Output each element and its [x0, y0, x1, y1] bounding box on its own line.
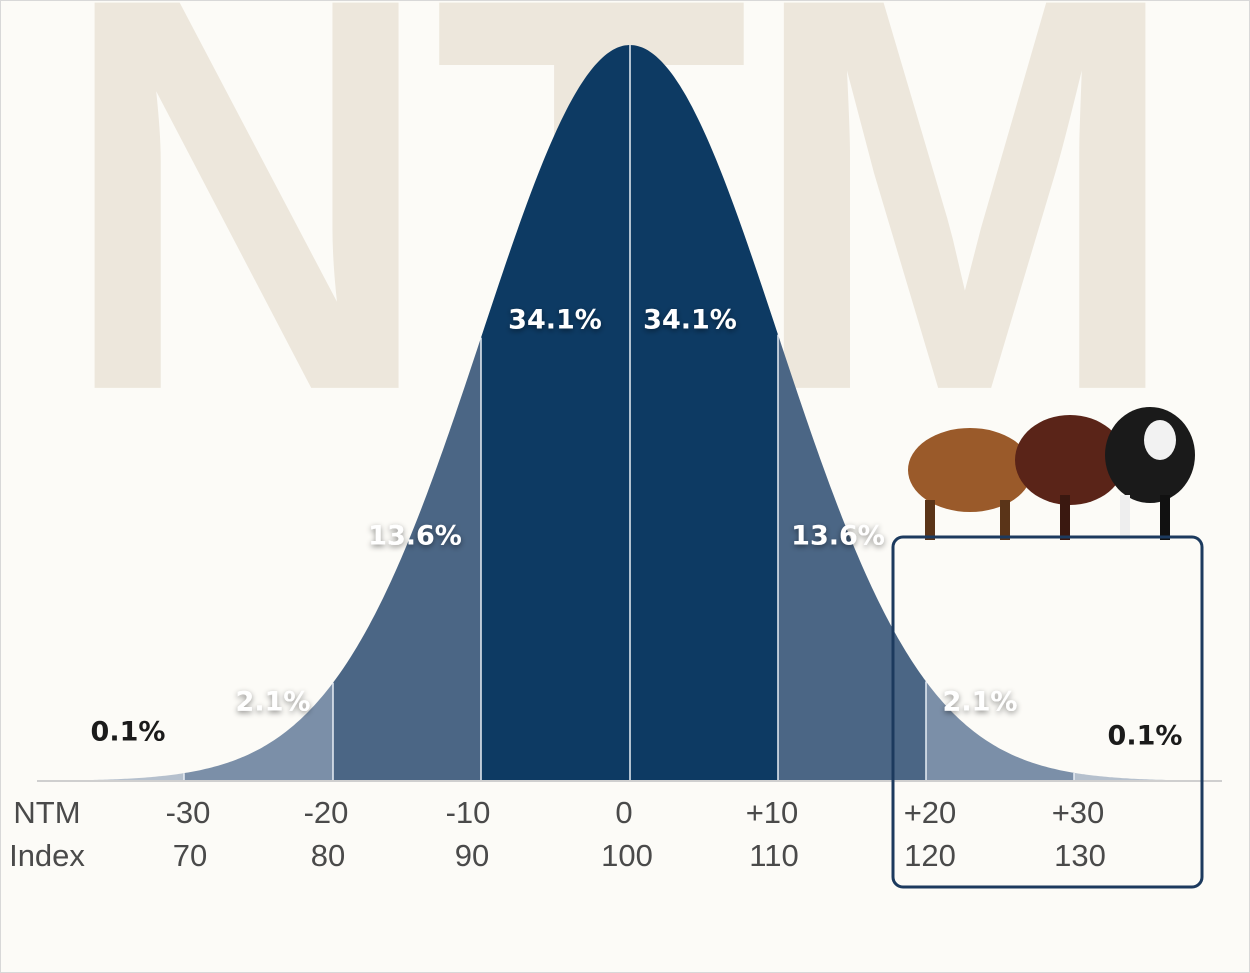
segment	[184, 682, 333, 781]
row-name: Index	[9, 838, 85, 873]
axis-label: 0	[615, 795, 632, 830]
segment-label: 34.1%	[643, 305, 737, 336]
segment-label: 0.1%	[1108, 721, 1183, 752]
axis-label: +20	[904, 795, 957, 830]
axis-label: 130	[1054, 838, 1106, 873]
highlight-box	[891, 535, 1204, 889]
segment	[37, 773, 184, 781]
axis-label: -30	[166, 795, 211, 830]
segment	[778, 334, 926, 781]
segment	[481, 45, 630, 781]
axis-label: 90	[455, 838, 489, 873]
segment-label: 0.1%	[91, 717, 166, 748]
segment	[333, 337, 481, 781]
axis-label: 120	[904, 838, 956, 873]
segment-label: 2.1%	[943, 687, 1018, 718]
axis-label: 110	[749, 838, 798, 873]
bell-curve	[37, 45, 1222, 781]
segment-label: 2.1%	[236, 687, 311, 718]
axis-label: +30	[1052, 795, 1105, 830]
axis-label: 80	[311, 838, 345, 873]
axis-label: 70	[173, 838, 207, 873]
axis-label: -10	[446, 795, 491, 830]
segment	[926, 681, 1074, 781]
axis-label: +10	[746, 795, 799, 830]
axis-label: -20	[304, 795, 349, 830]
segment-label: 34.1%	[508, 305, 602, 336]
segment	[630, 45, 778, 781]
segment	[1074, 772, 1222, 781]
row-name: NTM	[13, 795, 80, 830]
axis-label: 100	[601, 838, 653, 873]
segment-label: 13.6%	[368, 521, 462, 552]
segment-label: 13.6%	[791, 521, 885, 552]
cows	[908, 407, 1195, 540]
